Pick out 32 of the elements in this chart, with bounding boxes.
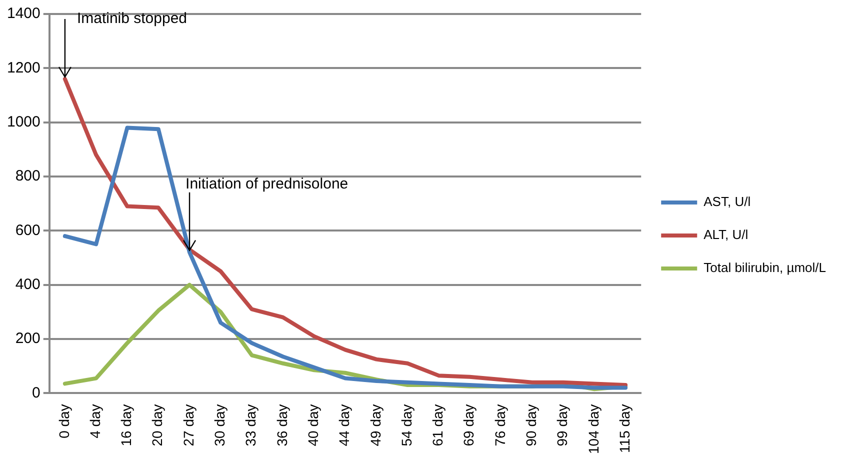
x-tick-label: 16 day <box>118 404 134 446</box>
annotation: Imatinib stopped <box>76 10 188 28</box>
x-tick-label: 115 day <box>616 404 632 453</box>
y-tick-label: 1200 <box>6 59 40 76</box>
y-tick-label: 1400 <box>6 5 40 22</box>
x-tick-label: 61 day <box>430 404 446 446</box>
x-tick-label: 4 day <box>86 404 103 438</box>
x-tick-label: 33 day <box>242 404 259 446</box>
y-tick-label: 200 <box>15 330 40 348</box>
x-tick-label: 54 day <box>398 404 414 446</box>
y-tick-label: 800 <box>15 168 40 185</box>
x-tick-label: 27 day <box>180 404 196 446</box>
legend-label: ALT, U/l <box>704 227 748 242</box>
x-tick-label: 0 day <box>56 404 72 438</box>
legend-label: AST, U/l <box>704 194 751 210</box>
x-tick-label: 44 day <box>336 404 352 446</box>
x-tick-label: 69 day <box>460 404 477 446</box>
x-tick-label: 49 day <box>367 404 384 446</box>
y-tick-label: 1000 <box>6 113 40 130</box>
x-tick-label: 76 day <box>492 404 508 446</box>
y-tick-label: 400 <box>15 276 40 293</box>
x-tick-label: 90 day <box>522 404 539 446</box>
x-tick-label: 99 day <box>554 404 570 446</box>
x-tick-label: 30 day <box>212 404 228 446</box>
legend-label: Total bilirubin, µmol/L <box>704 260 826 276</box>
y-tick-label: 0 <box>32 384 40 402</box>
y-tick-label: 600 <box>15 222 40 239</box>
annotation: Initiation of prednisolone <box>186 175 348 192</box>
x-tick-label: 40 day <box>304 404 321 446</box>
x-tick-label: 20 day <box>149 404 166 446</box>
x-tick-label: 104 day <box>585 404 602 454</box>
x-tick-label: 36 day <box>274 404 290 446</box>
